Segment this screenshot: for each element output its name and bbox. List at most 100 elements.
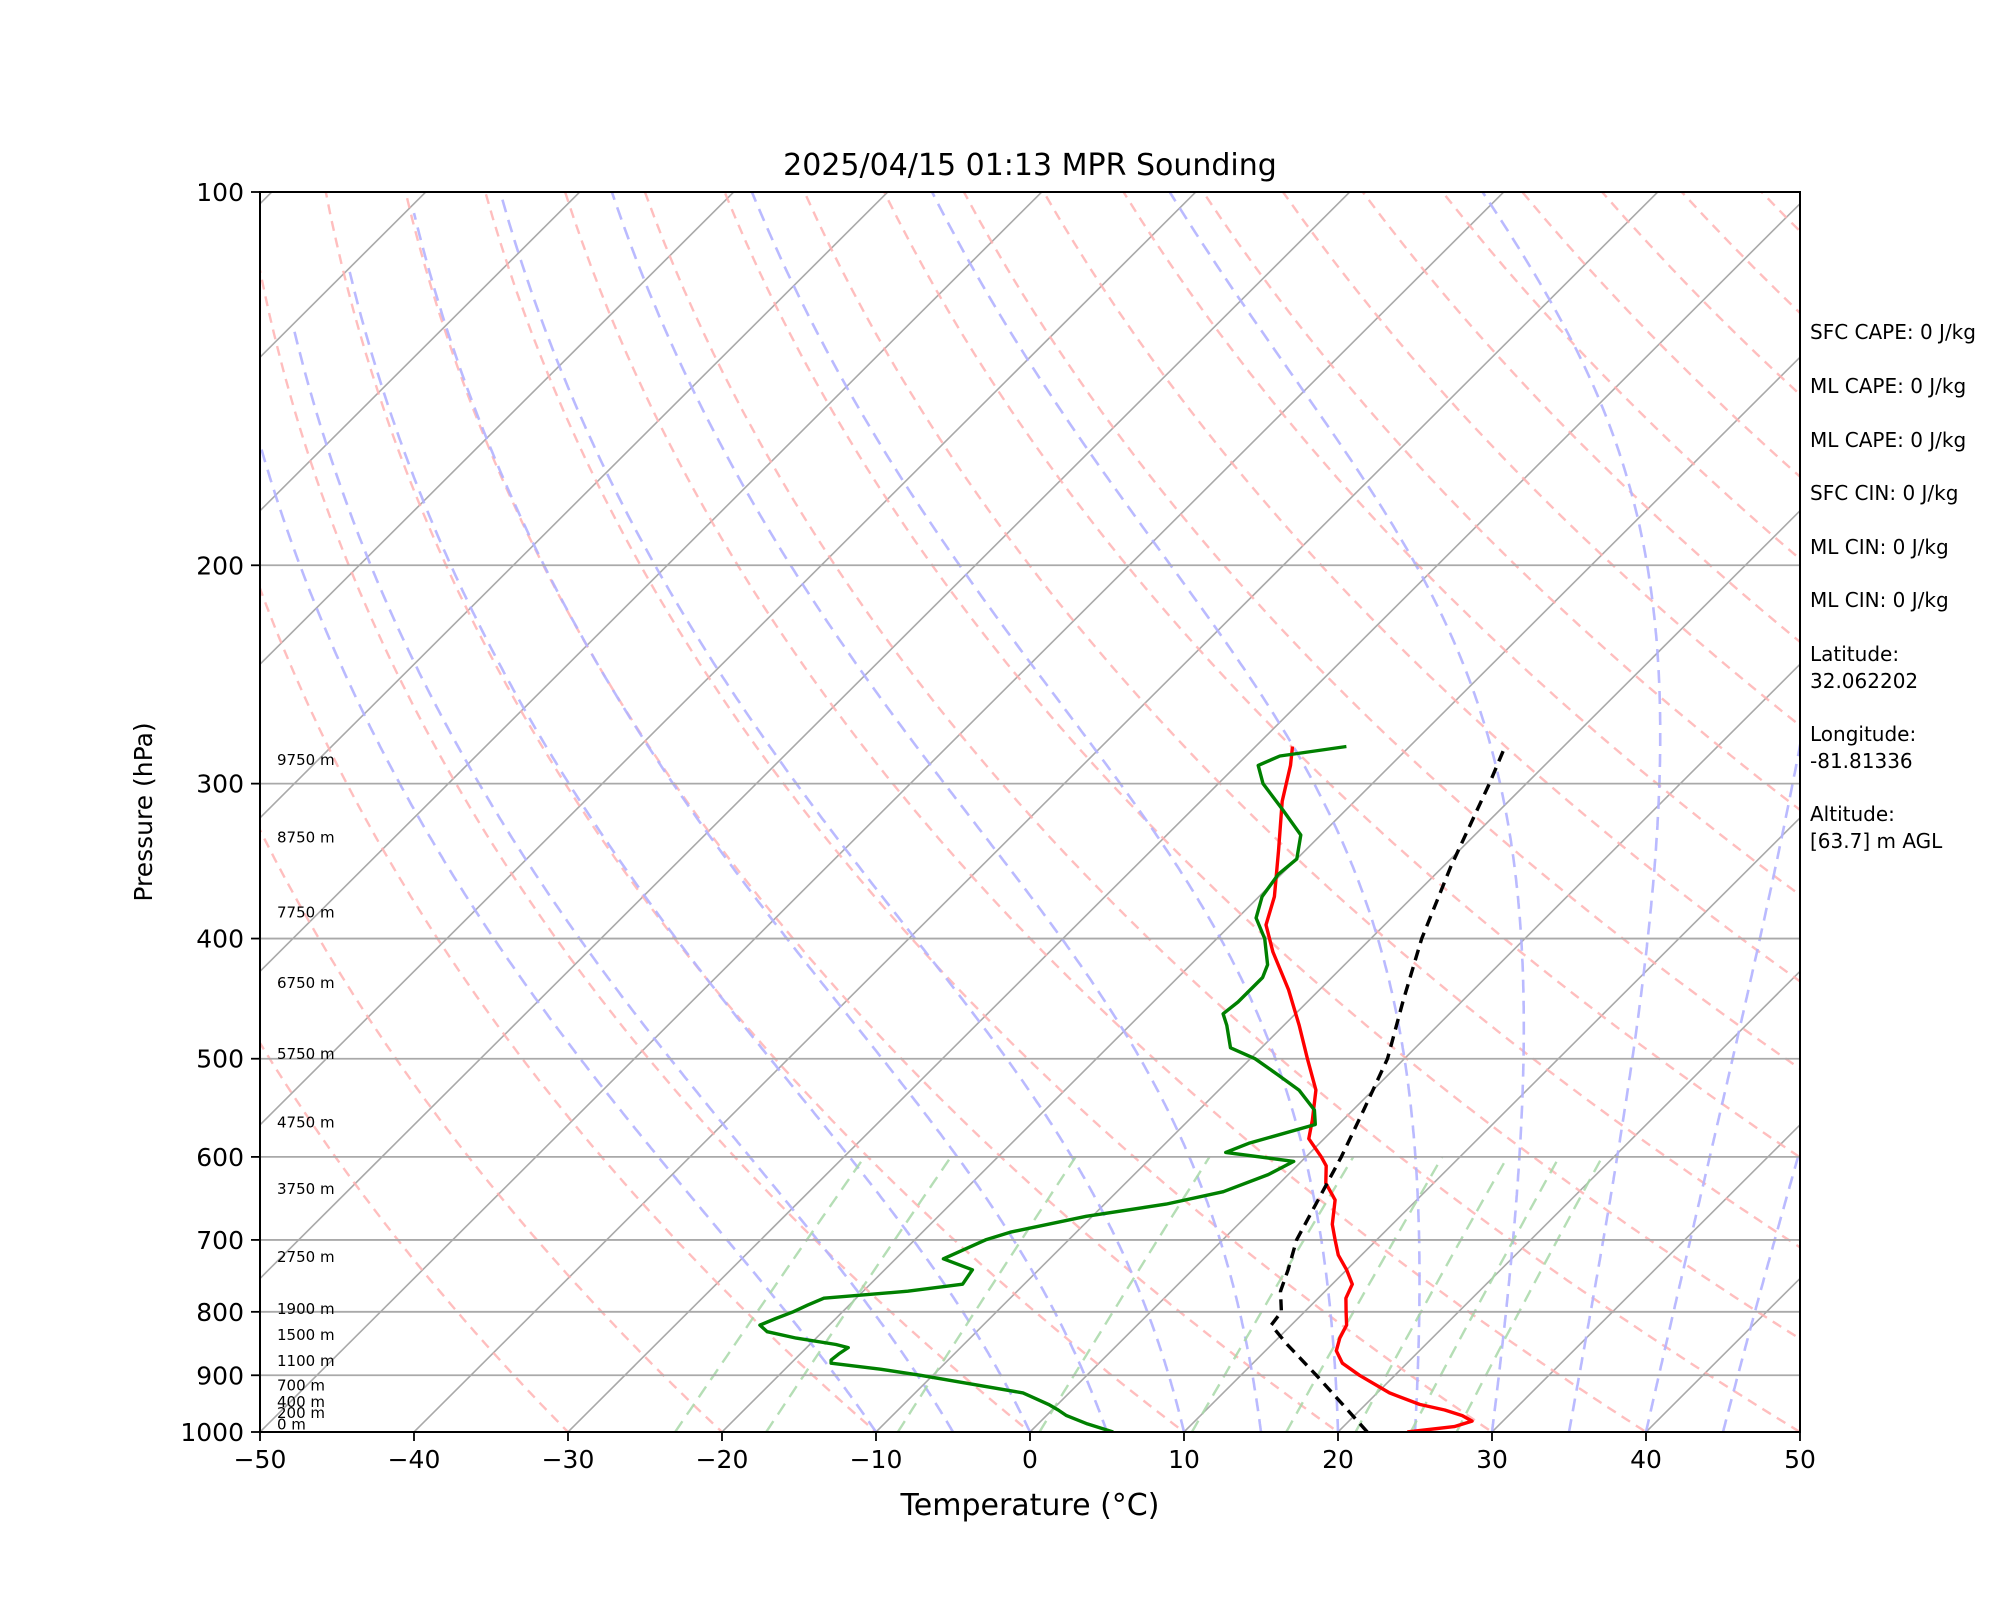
isotherm-line	[260, 192, 735, 666]
y-tick-label: 400	[196, 925, 244, 954]
sounding-lines	[758, 744, 1507, 1432]
y-tick-label: 200	[196, 551, 244, 580]
dry-adiabat-line	[324, 192, 1186, 1432]
moist-adiabat-line	[1644, 738, 1800, 1432]
mixing-ratio-line	[896, 1156, 1077, 1432]
dry-adiabat-line	[404, 192, 1341, 1432]
y-tick-label: 900	[196, 1361, 244, 1390]
isotherm-line	[0, 135, 21, 1458]
axis-ticks: −50 −40 −30 −20 −10 0 10 20 30 40 50 100 200 300 400 50…	[180, 178, 1816, 1474]
chart-title: 2025/04/15 01:13 MPR Sounding	[783, 148, 1277, 183]
ml-cape-text-2: ML CAPE: 0 J/kg	[1810, 428, 1967, 452]
isotherm-line	[1490, 1123, 1800, 1432]
moist-adiabat-line	[610, 192, 1263, 1432]
height-label: 400 m	[277, 1393, 325, 1411]
x-tick-label: −30	[542, 1445, 595, 1474]
plot-frame	[259, 191, 1801, 1433]
y-tick-label: 500	[196, 1045, 244, 1074]
x-tick-label: 40	[1630, 1445, 1662, 1474]
isotherm-line	[566, 202, 1800, 1432]
parcel-line	[1269, 745, 1507, 1432]
dry-adiabat-line	[723, 192, 1800, 1341]
moist-adiabat-line	[1721, 1145, 1800, 1432]
sfc-cin-text: SFC CIN: 0 J/kg	[1810, 481, 1959, 505]
height-label: 1100 m	[277, 1352, 335, 1370]
isotherm-line	[260, 192, 1043, 973]
height-label: 200 m	[277, 1404, 325, 1422]
mixing-ratio-line	[765, 1156, 952, 1432]
isotherm-line	[1028, 663, 1800, 1432]
moist-adiabat-line	[499, 192, 1186, 1432]
height-label: 5750 m	[277, 1045, 335, 1063]
isotherm-line	[260, 192, 1351, 1280]
dry-adiabat-line	[260, 827, 724, 1432]
y-tick-label: 800	[196, 1298, 244, 1327]
mixing-ratio-line	[674, 1156, 866, 1432]
height-label: 700 m	[277, 1376, 325, 1394]
y-tick-label: 1000	[180, 1418, 244, 1447]
y-axis-label: Pressure (hPa)	[129, 722, 158, 901]
y-tick-label: 700	[196, 1226, 244, 1255]
moist-adiabat-line	[348, 271, 1032, 1432]
x-tick-label: 20	[1322, 1445, 1354, 1474]
x-tick-label: 0	[1022, 1445, 1038, 1474]
moist-adiabat-line	[412, 212, 1109, 1432]
dry-adiabat-line	[1122, 192, 1800, 897]
mixing-ratio-line	[1038, 1156, 1211, 1432]
latitude-text: Latitude: 32.062202	[1810, 642, 1919, 693]
background-lines	[0, 135, 2000, 1458]
y-tick-label: 600	[196, 1143, 244, 1172]
dry-adiabat-line	[260, 585, 878, 1432]
x-tick-label: −40	[388, 1445, 441, 1474]
height-label: 4750 m	[277, 1113, 335, 1131]
mixing-ratio-line	[1455, 1156, 1604, 1432]
dry-adiabat-line	[803, 192, 1800, 1249]
sfc-cape-text: SFC CAPE: 0 J/kg	[1810, 320, 1976, 344]
height-label: 1500 m	[277, 1326, 335, 1344]
isotherm-line	[260, 192, 427, 359]
height-label: 7750 m	[277, 903, 335, 921]
dry-adiabat-line	[643, 192, 1800, 1432]
moist-adiabat-line	[291, 324, 955, 1432]
dry-adiabat-line	[962, 192, 1800, 1071]
height-label: 3750 m	[277, 1180, 335, 1198]
dry-adiabat-line	[260, 1040, 570, 1432]
isotherm-line	[1182, 816, 1800, 1432]
longitude-text: Longitude: -81.81336	[1810, 722, 1917, 773]
x-tick-label: −20	[696, 1445, 749, 1474]
x-tick-label: 30	[1476, 1445, 1508, 1474]
isotherm-line	[260, 192, 581, 512]
height-label: 1900 m	[277, 1300, 335, 1318]
x-tick-label: 50	[1784, 1445, 1816, 1474]
x-tick-label: −50	[234, 1445, 287, 1474]
moist-adiabat-line	[750, 192, 1340, 1432]
ml-cin-text-2: ML CIN: 0 J/kg	[1810, 588, 1949, 612]
dewpoint-line	[758, 744, 1347, 1432]
isotherm-line	[260, 192, 1197, 1127]
height-label: 6750 m	[277, 974, 335, 992]
isotherm-line	[412, 192, 1659, 1432]
height-label: 8750 m	[277, 829, 335, 847]
x-tick-label: −10	[850, 1445, 903, 1474]
dry-adiabat-line	[1971, 164, 2000, 1458]
dry-adiabat-line	[563, 192, 1649, 1432]
altitude-text: Altitude: [63.7] m AGL	[1810, 802, 1943, 853]
height-label: 0 m	[277, 1415, 306, 1433]
ml-cape-text: ML CAPE: 0 J/kg	[1810, 374, 1967, 398]
x-tick-label: 10	[1168, 1445, 1200, 1474]
isotherm-line	[1336, 970, 1800, 1432]
moist-adiabat-line	[260, 439, 878, 1432]
dry-adiabat-line	[260, 264, 1032, 1432]
height-label: 2750 m	[277, 1248, 335, 1266]
isotherm-line	[260, 192, 1505, 1432]
isotherm-line	[874, 509, 1800, 1432]
moist-adiabat-line	[1481, 192, 1662, 1432]
height-label: 9750 m	[277, 751, 335, 769]
moist-adiabat-line	[930, 192, 1421, 1432]
x-axis-label: Temperature (°C)	[900, 1488, 1160, 1523]
temperature-line	[1264, 746, 1474, 1432]
y-tick-label: 300	[196, 770, 244, 799]
isobar-lines	[260, 564, 1800, 1377]
